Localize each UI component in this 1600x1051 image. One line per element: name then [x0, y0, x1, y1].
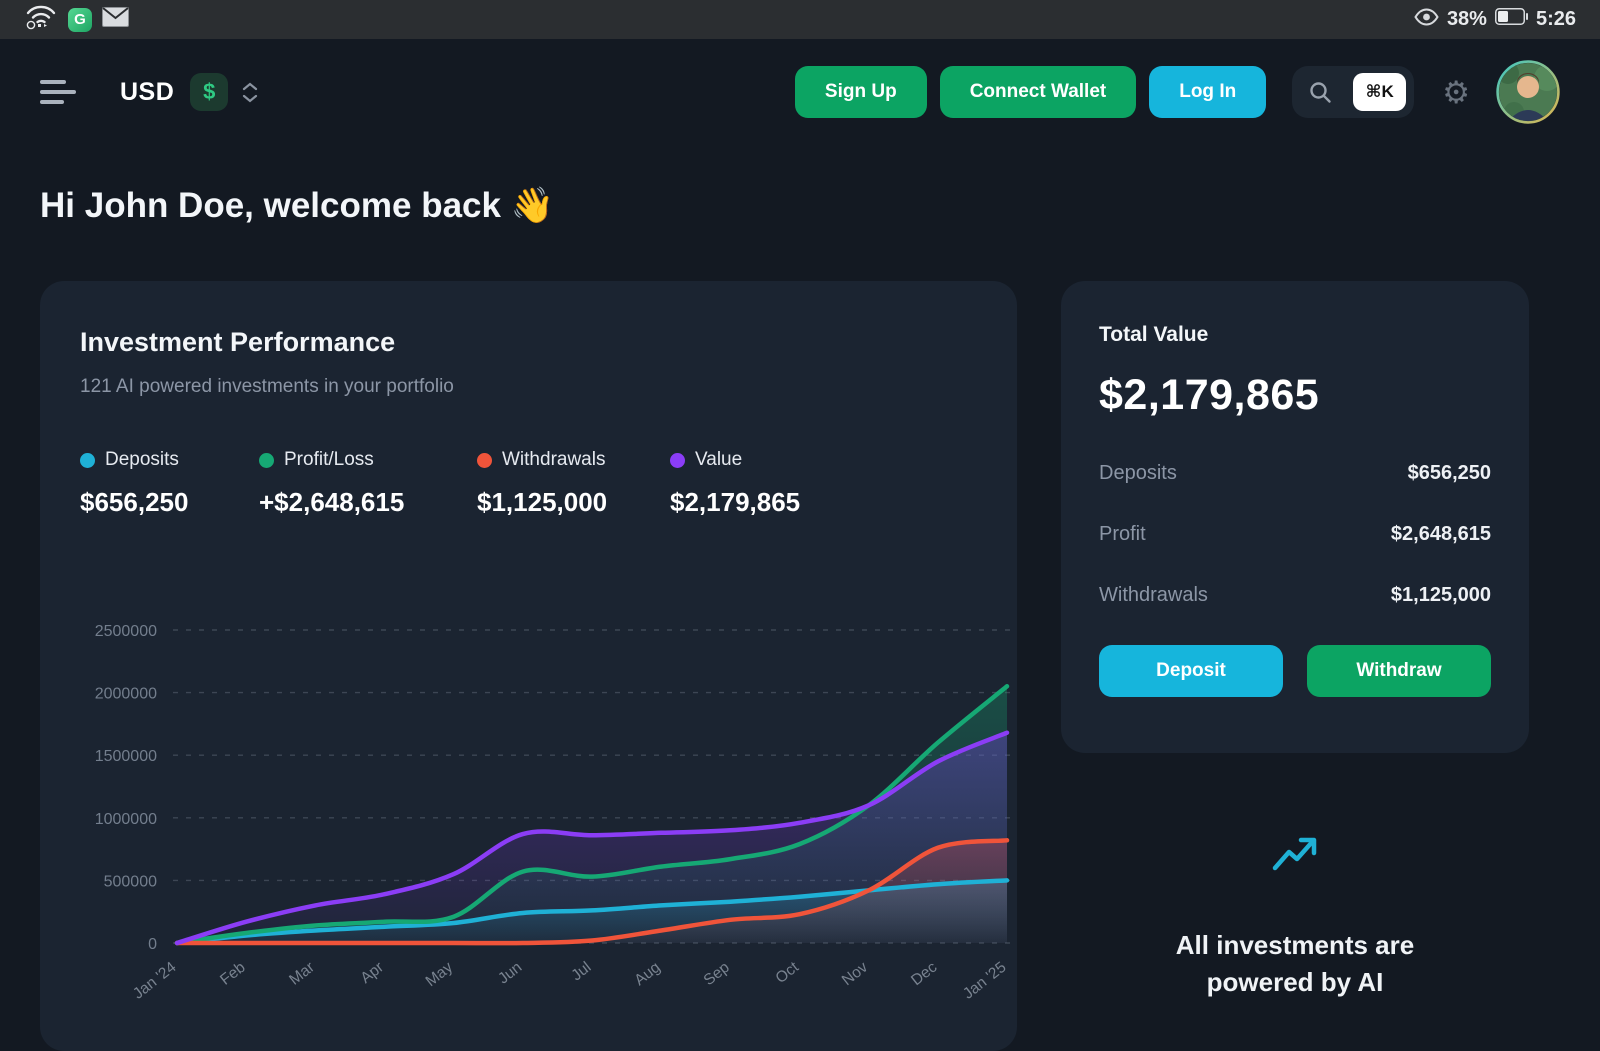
gear-icon[interactable]: ⚙ [1442, 74, 1470, 110]
app-icon: G [68, 7, 92, 32]
svg-text:Aug: Aug [631, 959, 663, 989]
ai-banner-line1: All investments are [1175, 930, 1415, 960]
log-in-button[interactable]: Log In [1149, 66, 1267, 118]
svg-text:0: 0 [148, 936, 157, 953]
withdrawals-row: Withdrawals $1,125,000 [1099, 584, 1491, 606]
withdrawals-color-dot [477, 452, 492, 468]
svg-text:Oct: Oct [772, 958, 802, 987]
total-value-amount: $2,179,865 [1099, 371, 1320, 419]
currency-dollar-icon: $ [190, 73, 229, 111]
mail-icon [102, 7, 129, 32]
currency-selector[interactable] [242, 82, 258, 103]
legend-item-value[interactable]: Value $2,179,865 [670, 449, 801, 517]
deposit-button[interactable]: Deposit [1099, 645, 1283, 697]
search-input[interactable]: ⌘K [1292, 66, 1415, 118]
profit-loss-total: +$2,648,615 [259, 487, 405, 517]
svg-text:Jul: Jul [568, 959, 594, 985]
avatar[interactable] [1496, 60, 1560, 124]
value-total: $2,179,865 [670, 487, 801, 517]
value-color-dot [670, 452, 685, 468]
page-title: Hi John Doe, welcome back 👋 [40, 186, 555, 226]
eye-icon [1414, 7, 1439, 32]
svg-text:Feb: Feb [217, 959, 249, 989]
wifi-icon [24, 4, 58, 35]
chevron-up-icon [243, 82, 258, 90]
svg-text:Nov: Nov [839, 959, 871, 990]
deposits-total: $656,250 [80, 487, 189, 517]
sign-up-button[interactable]: Sign Up [794, 66, 927, 118]
ai-banner: All investments are powered by AI [1061, 836, 1529, 1001]
svg-text:May: May [423, 959, 457, 991]
total-value-title: Total Value [1099, 323, 1209, 346]
svg-text:Jan '25: Jan '25 [960, 959, 1009, 1003]
chart-legend: Deposits $656,250 Profit/Loss +$2,648,61… [80, 449, 980, 559]
header: USD $ Sign Up Connect Wallet Log In ⌘K ⚙ [40, 60, 1560, 124]
search-icon [1310, 81, 1331, 103]
battery-icon [1494, 8, 1528, 31]
search-shortcut-badge: ⌘K [1353, 73, 1407, 111]
svg-text:1000000: 1000000 [95, 811, 157, 828]
battery-percent: 38% [1446, 8, 1487, 30]
profit-loss-color-dot [259, 452, 274, 468]
trending-up-icon [1272, 837, 1317, 871]
connect-wallet-button[interactable]: Connect Wallet [939, 66, 1137, 118]
status-bar: G 38% 5:26 [0, 0, 1600, 39]
clock-time: 5:26 [1535, 8, 1576, 30]
svg-text:Sep: Sep [701, 959, 733, 989]
performance-chart[interactable]: 0 500000 1000000 1500000 2000000 2500000 Jan '… [80, 596, 1017, 1036]
profit-row: Profit $2,648,615 [1099, 523, 1491, 545]
legend-item-withdrawals[interactable]: Withdrawals $1,125,000 [477, 449, 608, 517]
svg-text:1500000: 1500000 [95, 748, 157, 765]
investment-performance-card: Investment Performance 121 AI powered in… [40, 281, 1017, 1051]
svg-text:Mar: Mar [286, 959, 318, 989]
menu-icon[interactable] [40, 77, 76, 107]
svg-text:Apr: Apr [357, 959, 386, 987]
deposits-color-dot [80, 452, 95, 468]
svg-text:Jan '24: Jan '24 [130, 959, 180, 1003]
legend-item-profit-loss[interactable]: Profit/Loss +$2,648,615 [259, 449, 405, 517]
svg-text:Dec: Dec [908, 959, 940, 990]
chevron-down-icon [243, 94, 258, 102]
ai-banner-line2: powered by AI [1206, 967, 1384, 997]
svg-text:2000000: 2000000 [95, 686, 157, 703]
withdraw-button[interactable]: Withdraw [1307, 645, 1491, 697]
total-value-card: Total Value $2,179,865 Deposits $656,250… [1061, 281, 1529, 753]
svg-text:Jun: Jun [495, 959, 525, 988]
currency-code: USD [120, 77, 175, 106]
svg-text:2500000: 2500000 [95, 623, 157, 640]
legend-item-deposits[interactable]: Deposits $656,250 [80, 449, 189, 517]
withdrawals-total: $1,125,000 [477, 487, 608, 517]
card-title: Investment Performance [80, 327, 396, 357]
deposits-row: Deposits $656,250 [1099, 462, 1491, 484]
card-subtitle: 121 AI powered investments in your portf… [80, 376, 454, 397]
svg-text:500000: 500000 [104, 873, 157, 890]
